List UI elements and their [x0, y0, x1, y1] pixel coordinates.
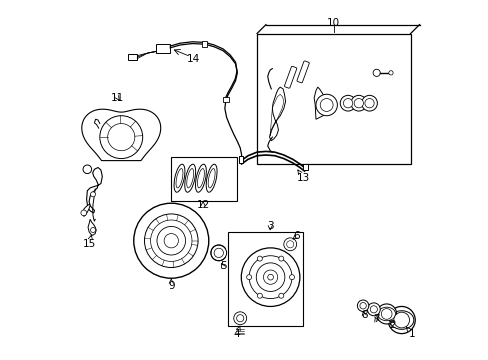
Circle shape — [214, 248, 223, 257]
Ellipse shape — [174, 164, 184, 192]
Ellipse shape — [377, 307, 395, 321]
Circle shape — [257, 293, 262, 298]
Text: 6: 6 — [292, 231, 299, 242]
Circle shape — [83, 165, 91, 174]
Ellipse shape — [195, 164, 206, 192]
Circle shape — [278, 293, 283, 298]
Circle shape — [150, 220, 192, 261]
Circle shape — [157, 226, 185, 255]
Text: 15: 15 — [82, 235, 96, 249]
Circle shape — [248, 256, 291, 298]
Circle shape — [233, 312, 246, 325]
Bar — [239, 157, 243, 163]
Circle shape — [90, 228, 95, 233]
Circle shape — [369, 306, 377, 313]
Circle shape — [241, 248, 299, 306]
Circle shape — [278, 256, 283, 261]
Circle shape — [100, 116, 142, 158]
Ellipse shape — [208, 168, 215, 188]
Text: 13: 13 — [296, 170, 309, 183]
Circle shape — [134, 203, 208, 278]
Circle shape — [263, 270, 277, 284]
Ellipse shape — [206, 164, 217, 192]
Bar — [223, 97, 228, 103]
Circle shape — [210, 245, 226, 261]
Text: 4: 4 — [233, 326, 240, 339]
Circle shape — [387, 306, 414, 334]
Circle shape — [361, 95, 377, 111]
Ellipse shape — [389, 311, 413, 329]
Ellipse shape — [197, 168, 204, 188]
Bar — [156, 44, 170, 53]
Bar — [257, 33, 410, 164]
Text: 8: 8 — [360, 310, 366, 320]
FancyBboxPatch shape — [284, 66, 296, 88]
Polygon shape — [81, 109, 161, 161]
Text: 14: 14 — [187, 54, 200, 64]
Text: 2: 2 — [388, 320, 395, 330]
Circle shape — [320, 99, 332, 111]
Circle shape — [236, 315, 244, 322]
Bar — [228, 232, 303, 327]
Text: 5: 5 — [219, 261, 226, 271]
Circle shape — [364, 99, 373, 108]
Text: 12: 12 — [196, 200, 209, 210]
Text: 7: 7 — [372, 314, 379, 324]
Polygon shape — [269, 87, 285, 141]
Circle shape — [164, 234, 178, 248]
Bar — [171, 157, 237, 202]
Circle shape — [286, 241, 293, 248]
Circle shape — [267, 274, 273, 280]
Bar — [303, 163, 307, 170]
Text: 1: 1 — [406, 327, 415, 339]
Bar — [128, 54, 137, 60]
Circle shape — [388, 71, 392, 75]
Circle shape — [256, 263, 285, 292]
Circle shape — [359, 302, 366, 309]
Circle shape — [107, 123, 135, 151]
Circle shape — [257, 256, 262, 261]
Ellipse shape — [184, 164, 195, 192]
Circle shape — [393, 312, 408, 328]
Circle shape — [246, 275, 251, 280]
Polygon shape — [83, 204, 90, 216]
Ellipse shape — [186, 168, 193, 188]
Text: 3: 3 — [266, 221, 273, 231]
Bar — [201, 41, 207, 47]
Text: 9: 9 — [167, 279, 174, 292]
Circle shape — [81, 210, 86, 216]
Circle shape — [343, 99, 352, 108]
Circle shape — [144, 214, 198, 267]
Text: 10: 10 — [326, 18, 340, 28]
Circle shape — [90, 192, 95, 197]
Circle shape — [283, 238, 296, 251]
Polygon shape — [88, 219, 96, 235]
Circle shape — [350, 95, 366, 111]
Ellipse shape — [176, 168, 183, 188]
FancyBboxPatch shape — [296, 61, 308, 83]
Polygon shape — [313, 87, 328, 119]
Circle shape — [381, 309, 391, 319]
Circle shape — [372, 69, 380, 76]
Circle shape — [357, 300, 368, 311]
Circle shape — [340, 95, 355, 111]
Circle shape — [289, 275, 294, 280]
Text: 11: 11 — [111, 93, 124, 103]
Circle shape — [376, 304, 396, 324]
Circle shape — [315, 94, 337, 116]
Circle shape — [353, 99, 363, 108]
Polygon shape — [86, 167, 102, 213]
Circle shape — [366, 303, 380, 316]
